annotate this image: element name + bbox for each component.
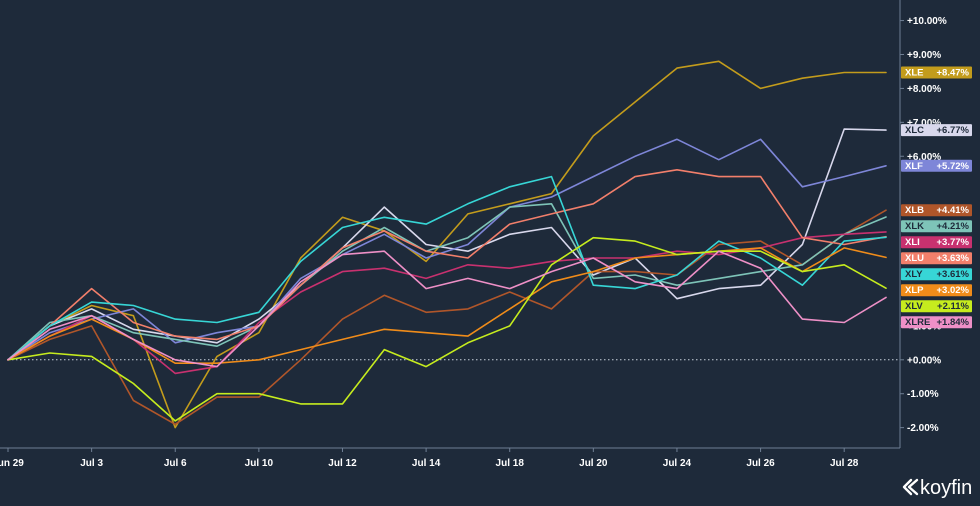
value-label-xlu: XLU +3.63% [901,252,972,265]
x-tick-label: Jul 20 [579,458,608,469]
y-tick-label: +6.00% [907,152,941,163]
value-label-xly: XLY +3.61% [901,268,972,281]
value-label-xlp: XLP +3.02% [901,284,972,297]
y-tick-label: -2.00% [907,423,939,434]
value-label-xlre: XLRE +1.84% [901,316,972,329]
series-line-xlc[interactable] [7,128,887,361]
value-label-xlc: XLC +6.77% [901,124,972,137]
x-tick-label: Jul 14 [412,458,441,469]
value-label-xlb: XLB +4.41% [901,204,972,217]
value-label-xle: XLE +8.47% [901,66,972,79]
series-name-label: XLC [905,125,924,136]
y-tick-label: -1.00% [907,389,939,400]
series-name-label: XLF [905,161,923,172]
series-name-label: XLI [905,237,920,248]
series-line-xlp[interactable] [7,247,887,365]
series-value-label: +1.84% [937,317,970,328]
y-tick-label: +0.00% [907,355,941,366]
series-line-xlk[interactable] [7,203,887,361]
series-name-label: XLK [905,221,924,232]
value-label-xlk: XLK +4.21% [901,220,972,233]
x-tick-label: Jul 18 [496,458,525,469]
series-value-label: +3.63% [937,253,970,264]
y-tick-label: +7.00% [907,118,941,129]
value-label-bg [901,159,972,172]
series-line-xlb[interactable] [7,209,887,426]
series-value-label: +8.47% [937,67,970,78]
series-name-label: XLU [905,253,924,264]
koyfin-mark-icon [902,478,919,496]
value-label-bg [901,284,972,297]
series-name-label: XLE [905,67,923,78]
value-label-bg [901,204,972,217]
value-label-bg [901,220,972,233]
value-label-bg [901,300,972,313]
value-label-xli: XLI +3.77% [901,236,972,249]
plot-frame [0,0,901,449]
x-tick-label: Jul 10 [245,458,274,469]
value-label-bg [901,316,972,329]
value-label-bg [901,124,972,137]
series-name-label: XLRE [905,317,930,328]
series-name-label: XLP [905,285,924,296]
series-line-xli[interactable] [7,231,887,375]
value-label-xlf: XLF +5.72% [901,159,972,172]
value-label-xlv: XLV +2.11% [901,300,972,313]
brand-name: koyfin [920,477,972,499]
series-line-xlf[interactable] [7,138,887,361]
series-value-label: +3.61% [937,269,970,280]
x-tick-label: Jul 6 [164,458,187,469]
x-tick-label: Jul 24 [663,458,692,469]
series-name-label: XLV [905,301,923,312]
value-label-bg [901,268,972,281]
series-value-label: +4.21% [937,221,970,232]
x-tick-label: Jul 12 [328,458,357,469]
x-tick-label: Jul 28 [830,458,859,469]
series-name-label: XLB [905,205,924,216]
series-value-label: +6.77% [937,125,970,136]
series-line-xle[interactable] [7,60,887,429]
series-value-label: +3.77% [937,237,970,248]
series-value-labels: XLE +8.47% XLC +6.77% XLF +5.72% XLB +4.41% XLK +… [901,66,972,329]
series-value-label: +5.72% [937,161,970,172]
value-label-bg [901,236,972,249]
x-axis-ticks: Jun 29 Jul 3 Jul 6 Jul 10 Jul 12 Jul 14 Jul 18… [0,448,859,469]
x-tick-label: Jun 29 [0,458,24,469]
value-label-bg [901,66,972,79]
series-line-xlv[interactable] [7,236,887,422]
value-label-bg [901,252,972,265]
series-line-xlre[interactable] [7,250,887,368]
y-tick-label: +9.00% [907,50,941,61]
koyfin-logo: koyfin [902,477,972,499]
y-tick-label: +8.00% [907,84,941,95]
y-axis-ticks: +10.00%+9.00%+8.00%+7.00%+6.00%+1.00%+0.… [900,16,947,434]
series-line-xlu[interactable] [7,169,887,361]
series-lines [7,60,887,429]
x-tick-label: Jul 26 [746,458,775,469]
x-tick-label: Jul 3 [80,458,103,469]
series-name-label: XLY [905,269,923,280]
series-value-label: +4.41% [937,205,970,216]
y-tick-label: +10.00% [907,16,947,27]
series-value-label: +3.02% [937,285,970,296]
series-value-label: +2.11% [937,301,970,312]
